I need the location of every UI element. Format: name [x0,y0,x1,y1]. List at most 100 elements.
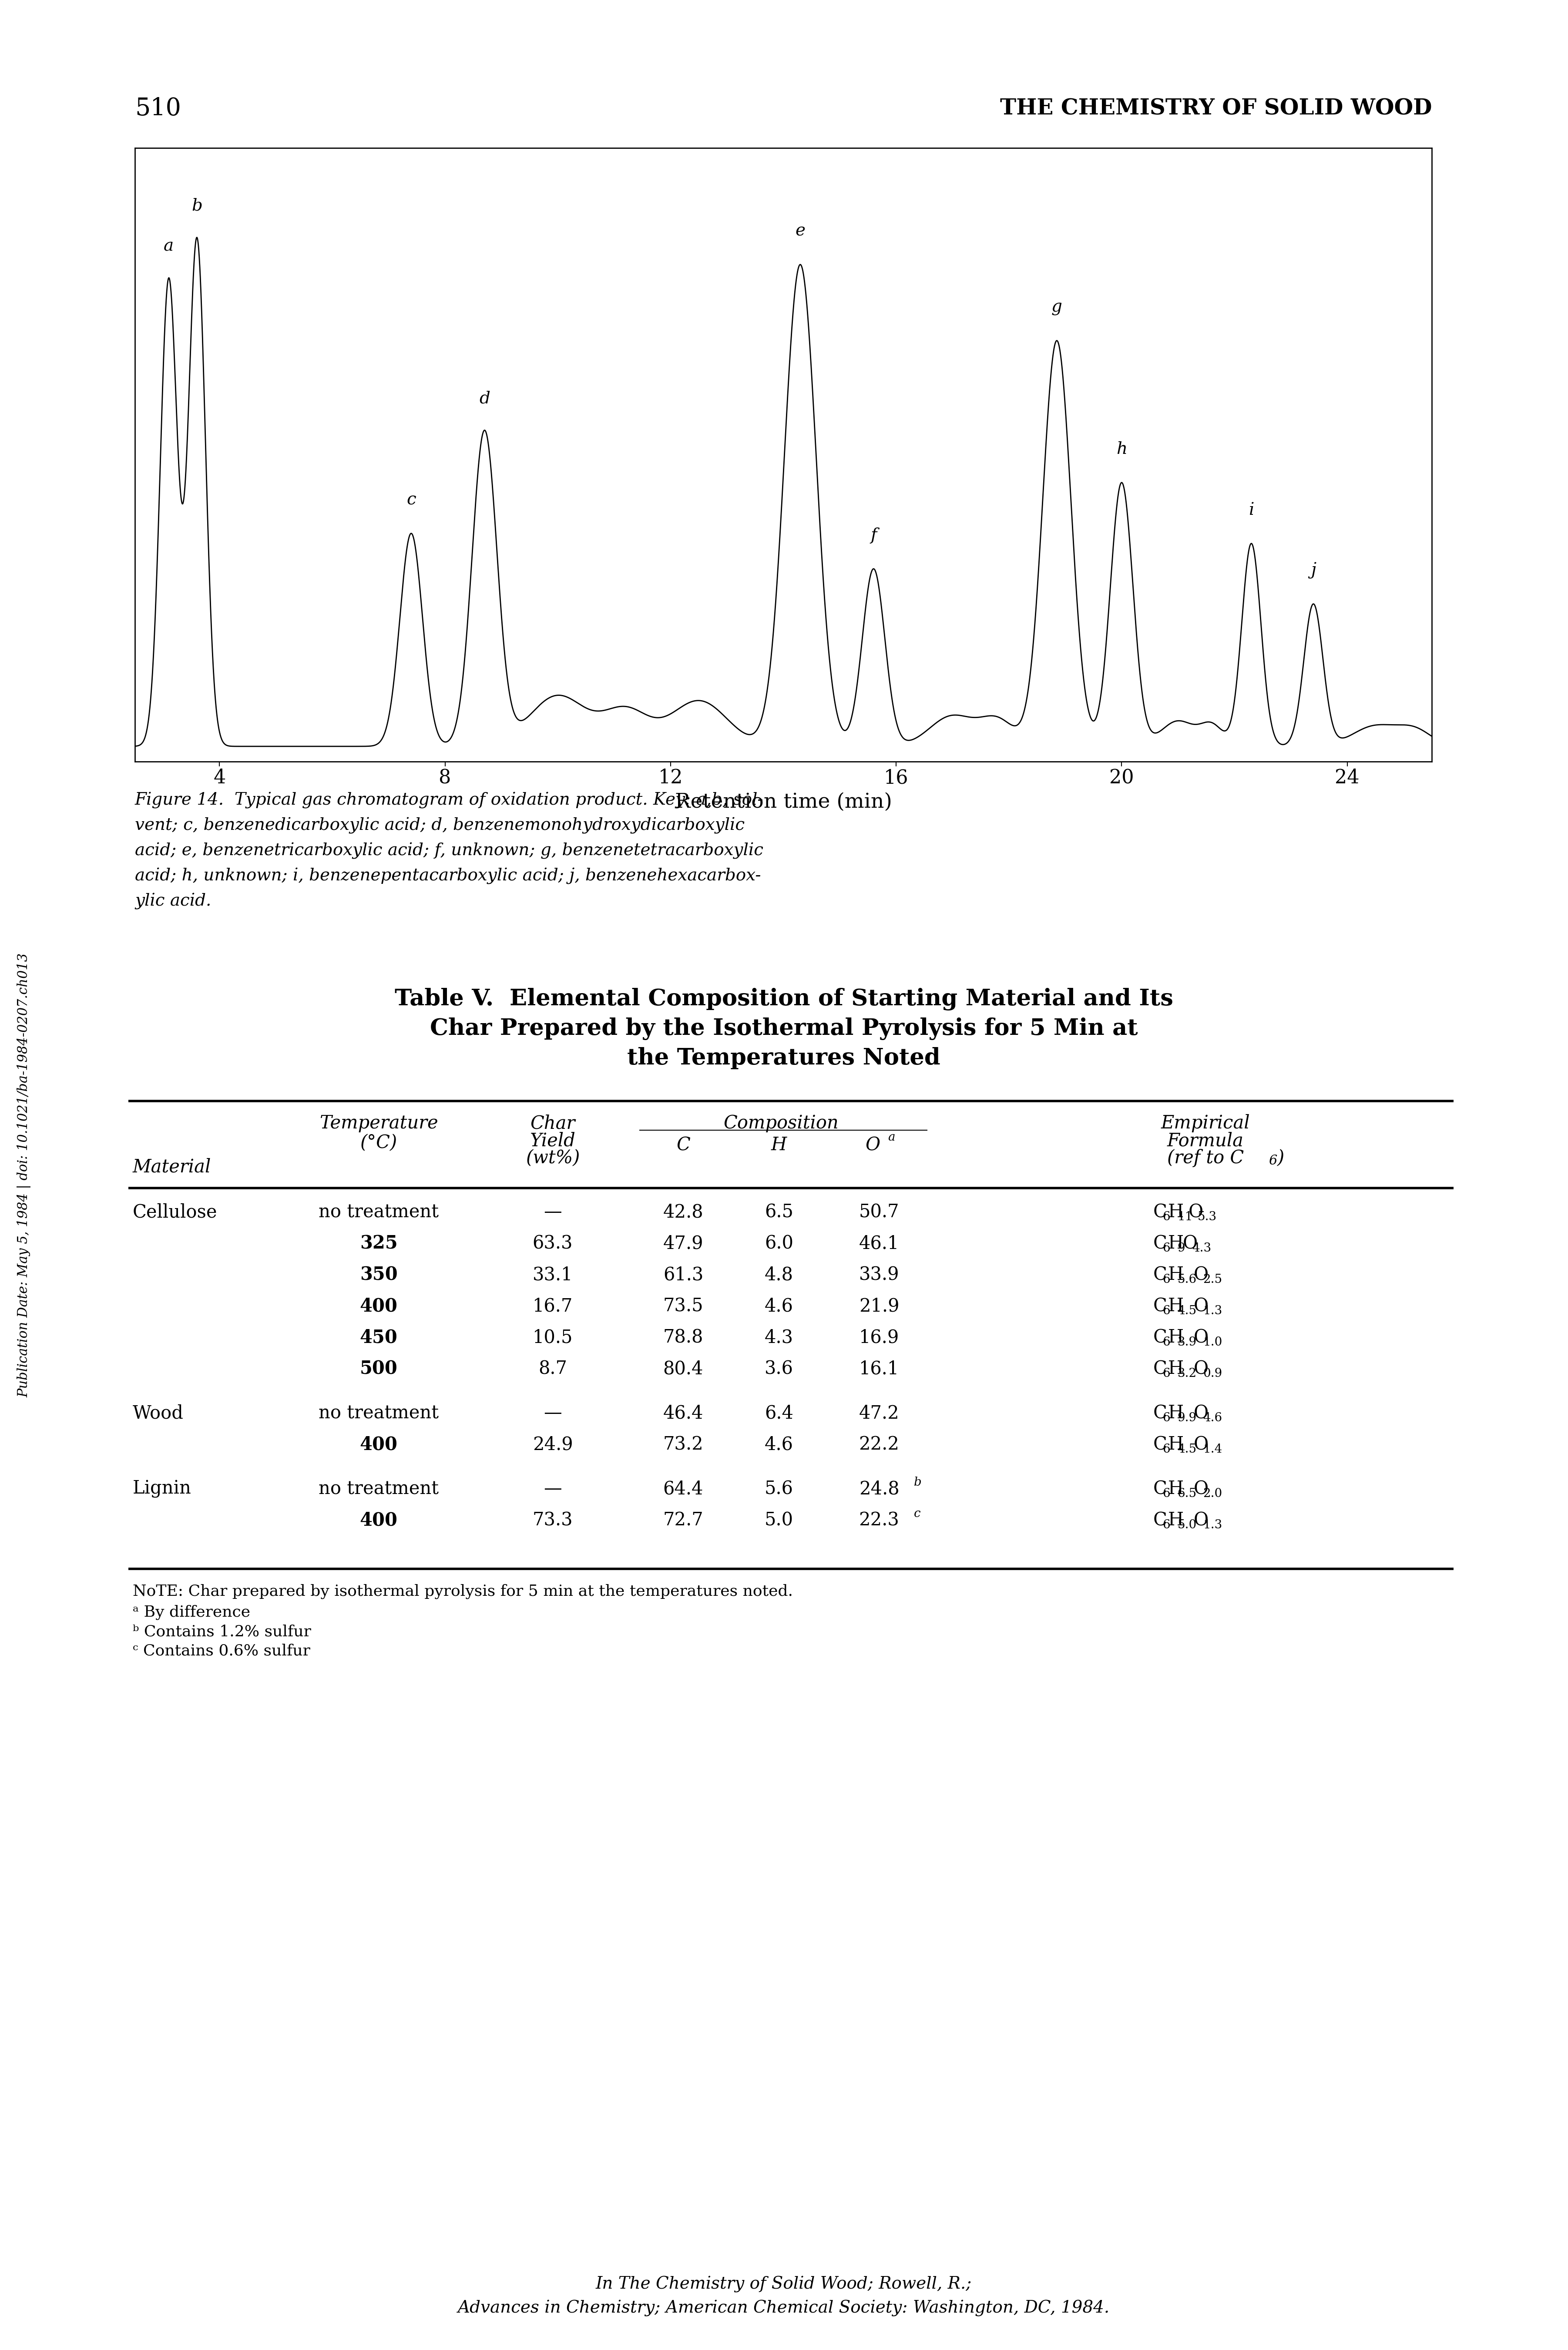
Text: 1.3: 1.3 [1203,1304,1223,1316]
Text: 10.5: 10.5 [533,1328,572,1347]
Text: 11: 11 [1178,1210,1193,1222]
Text: ᵃ By difference: ᵃ By difference [133,1605,251,1619]
Text: d: d [480,390,489,407]
Text: (wt%): (wt%) [525,1149,580,1168]
Text: 6: 6 [1162,1274,1170,1285]
Text: O: O [1193,1403,1209,1422]
Text: Lignin: Lignin [133,1480,191,1497]
Text: C: C [1152,1361,1167,1377]
Text: 46.4: 46.4 [663,1403,704,1422]
Text: (ref to C: (ref to C [1167,1149,1243,1168]
Text: i: i [1248,503,1254,517]
Text: 2.0: 2.0 [1203,1488,1223,1499]
Text: b: b [191,197,202,214]
Text: no treatment: no treatment [318,1203,439,1222]
Text: Char Prepared by the Isothermal Pyrolysis for 5 Min at: Char Prepared by the Isothermal Pyrolysi… [430,1018,1138,1041]
Text: 325: 325 [359,1234,398,1253]
Text: 6: 6 [1162,1443,1170,1455]
Text: 500: 500 [359,1361,398,1377]
Text: 5.6: 5.6 [1178,1274,1196,1285]
Text: 63.3: 63.3 [533,1234,572,1253]
Text: H: H [1168,1328,1184,1347]
Text: 5.3: 5.3 [1198,1210,1217,1222]
Text: 42.8: 42.8 [663,1203,704,1222]
Text: g: g [1052,298,1062,315]
Text: 21.9: 21.9 [859,1297,898,1316]
Text: C: C [1152,1511,1167,1530]
Text: 61.3: 61.3 [663,1267,704,1283]
Text: a: a [163,237,174,254]
Text: In The Chemistry of Solid Wood; Rowell, R.;: In The Chemistry of Solid Wood; Rowell, … [596,2277,972,2294]
Text: 3.9: 3.9 [1178,1337,1196,1349]
Text: O: O [866,1135,880,1154]
Text: 24.8: 24.8 [859,1480,898,1497]
Text: no treatment: no treatment [318,1403,439,1422]
Text: H: H [1168,1480,1184,1497]
Text: O: O [1193,1480,1209,1497]
Text: e: e [795,223,806,240]
Text: —: — [544,1480,561,1497]
Text: 78.8: 78.8 [663,1328,704,1347]
Text: acid; h, unknown; i, benzenepentacarboxylic acid; j, benzenehexacarbox-: acid; h, unknown; i, benzenepentacarboxy… [135,867,760,884]
Text: 73.2: 73.2 [663,1436,704,1455]
Text: c: c [914,1509,920,1520]
Text: H: H [1168,1436,1184,1455]
Text: Char: Char [530,1114,575,1133]
Text: ): ) [1278,1149,1284,1168]
Text: 4.6: 4.6 [765,1297,793,1316]
Text: H: H [1168,1267,1184,1283]
Text: 47.2: 47.2 [859,1403,900,1422]
Text: —: — [544,1403,561,1422]
Text: 350: 350 [359,1267,398,1283]
Text: 450: 450 [359,1328,398,1347]
Text: 400: 400 [359,1297,398,1316]
Text: C: C [1152,1480,1167,1497]
Text: 6: 6 [1162,1210,1170,1222]
Text: O: O [1193,1436,1209,1455]
Text: Composition: Composition [723,1114,839,1133]
Text: H: H [771,1135,787,1154]
Text: 0.9: 0.9 [1203,1368,1223,1379]
Text: Material: Material [133,1159,212,1175]
Text: Yield: Yield [530,1130,575,1149]
Text: Empirical: Empirical [1160,1114,1250,1133]
Text: b: b [914,1476,922,1488]
Text: the Temperatures Noted: the Temperatures Noted [627,1048,941,1069]
Text: 6.0: 6.0 [765,1234,793,1253]
Text: Figure 14.  Typical gas chromatogram of oxidation product. Key: a,b, sol-: Figure 14. Typical gas chromatogram of o… [135,792,764,808]
Text: H: H [1168,1511,1184,1530]
Text: 33.9: 33.9 [859,1267,898,1283]
Text: acid; e, benzenetricarboxylic acid; f, unknown; g, benzenetetracarboxylic: acid; e, benzenetricarboxylic acid; f, u… [135,844,764,860]
Text: C: C [1152,1234,1167,1253]
Text: 1.0: 1.0 [1203,1337,1223,1349]
Text: (°C): (°C) [361,1133,397,1151]
Text: C: C [676,1135,690,1154]
Text: O: O [1193,1511,1209,1530]
Text: 47.9: 47.9 [663,1234,704,1253]
Text: 6.5: 6.5 [765,1203,793,1222]
Text: 6: 6 [1162,1243,1170,1255]
Text: 16.7: 16.7 [533,1297,572,1316]
Text: C: C [1152,1203,1167,1222]
Text: 80.4: 80.4 [663,1361,704,1377]
Text: 6: 6 [1162,1488,1170,1499]
Text: C: C [1152,1403,1167,1422]
Text: 2.5: 2.5 [1203,1274,1221,1285]
Text: 8.7: 8.7 [538,1361,568,1377]
Text: 9: 9 [1178,1243,1185,1255]
Text: 6: 6 [1162,1520,1170,1532]
Text: —: — [544,1203,561,1222]
Text: vent; c, benzenedicarboxylic acid; d, benzenemonohydroxydicarboxylic: vent; c, benzenedicarboxylic acid; d, be… [135,818,745,834]
Text: H: H [1168,1234,1184,1253]
Text: 4.8: 4.8 [765,1267,793,1283]
Text: 1.3: 1.3 [1203,1520,1223,1532]
Text: 6: 6 [1162,1337,1170,1349]
Text: H: H [1168,1297,1184,1316]
Text: 6: 6 [1162,1368,1170,1379]
Text: 4.6: 4.6 [1203,1412,1221,1424]
Text: 5.0: 5.0 [1178,1520,1196,1532]
Text: 6: 6 [1269,1154,1276,1168]
Text: 4.3: 4.3 [1192,1243,1212,1255]
Text: 50.7: 50.7 [859,1203,898,1222]
Text: Cellulose: Cellulose [133,1203,218,1222]
